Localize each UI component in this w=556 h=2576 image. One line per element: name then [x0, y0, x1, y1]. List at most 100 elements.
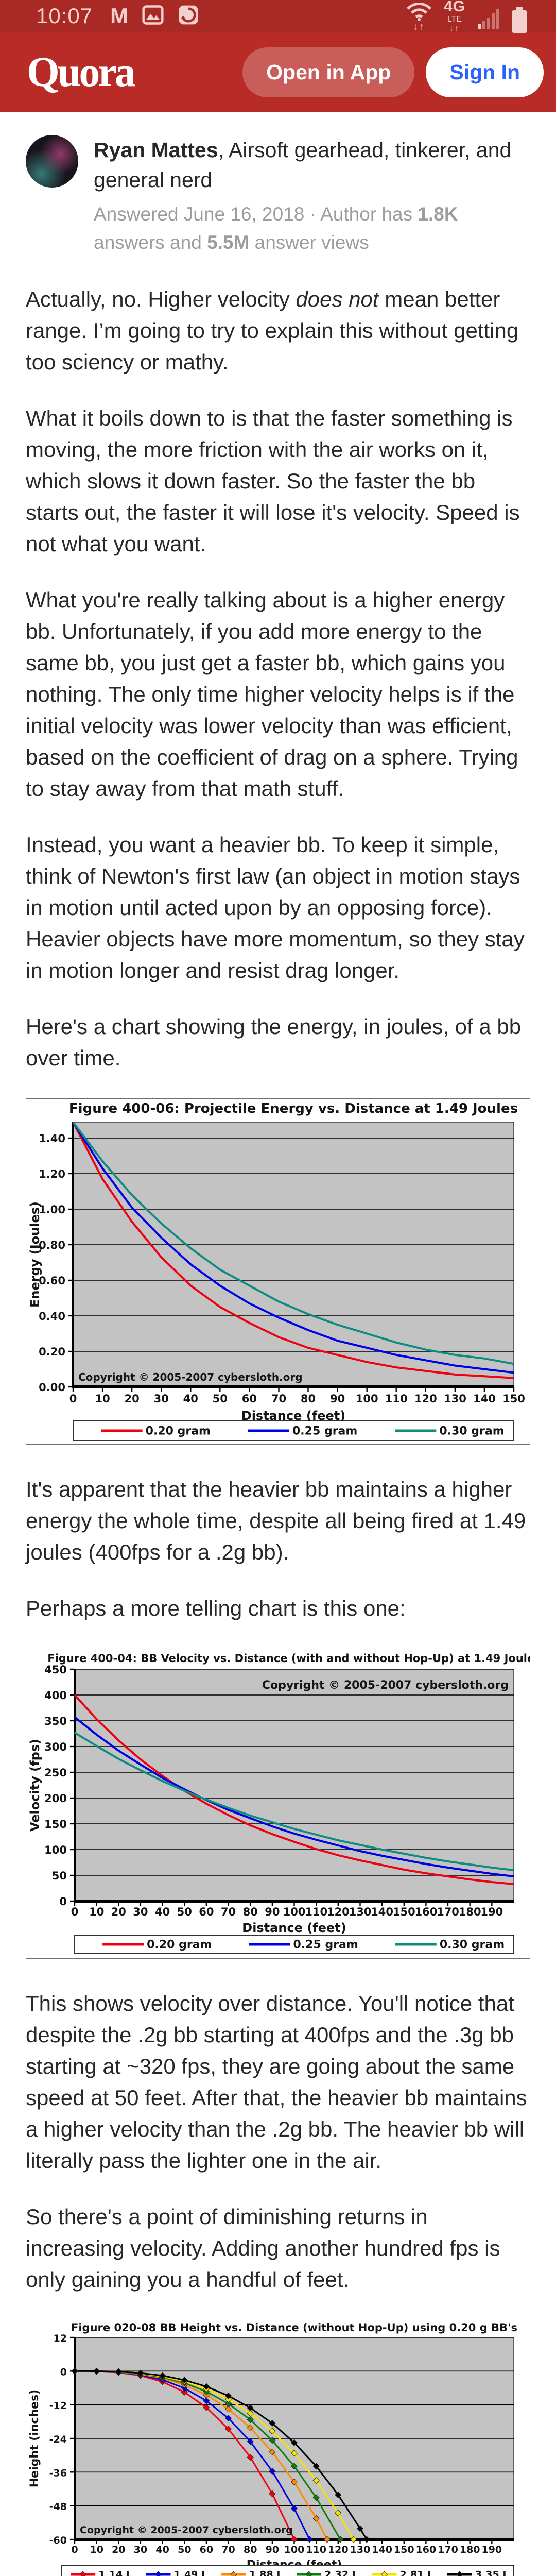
svg-text:0: 0 [70, 1393, 77, 1405]
svg-text:0.30 gram: 0.30 gram [440, 1939, 505, 1952]
svg-text:0.60: 0.60 [39, 1275, 65, 1287]
quora-logo[interactable]: Quora [27, 48, 136, 95]
svg-text:50: 50 [178, 2544, 191, 2555]
answer-1: Ryan Mattes, Airsoft gearhead, tinkerer,… [0, 112, 556, 2576]
svg-text:0.20: 0.20 [39, 1346, 65, 1358]
svg-text:130: 130 [444, 1393, 466, 1405]
svg-text:20: 20 [111, 1906, 126, 1918]
svg-text:1.40: 1.40 [39, 1132, 65, 1145]
author-avatar[interactable] [26, 135, 78, 188]
svg-text:Distance (feet): Distance (feet) [242, 1921, 346, 1935]
svg-text:80: 80 [243, 1906, 258, 1918]
svg-text:190: 190 [480, 1906, 503, 1918]
svg-text:0.25 gram: 0.25 gram [292, 1425, 357, 1438]
paragraph: This shows velocity over distance. You'l… [26, 1991, 527, 2173]
status-bar: 10:07 M ↓↑ 4G LTE ↓↑ [0, 0, 556, 33]
svg-text:1.88 J: 1.88 J [249, 2569, 281, 2576]
paragraph: It's apparent that the heavier bb mainta… [26, 1477, 526, 1564]
svg-text:70: 70 [271, 1393, 286, 1405]
svg-text:30: 30 [134, 2544, 147, 2555]
svg-text:180: 180 [460, 2544, 480, 2555]
svg-text:50: 50 [213, 1393, 228, 1405]
svg-text:-36: -36 [49, 2467, 67, 2479]
svg-text:0.40: 0.40 [39, 1310, 65, 1323]
svg-text:12: 12 [54, 2333, 67, 2344]
svg-text:150: 150 [393, 1906, 415, 1918]
svg-text:140: 140 [371, 1906, 393, 1918]
paragraph: Instead, you want a heavier bb. To keep … [26, 833, 525, 982]
paragraph: What it boils down to is that the faster… [26, 406, 520, 556]
svg-text:10: 10 [89, 1906, 104, 1918]
svg-text:30: 30 [154, 1393, 169, 1405]
svg-text:30: 30 [133, 1906, 148, 1918]
quora-app-header: Quora Open in App Sign In [0, 32, 556, 112]
screenshot-icon [142, 4, 164, 29]
svg-text:0: 0 [71, 2544, 78, 2555]
status-time: 10:07 [36, 4, 93, 28]
svg-text:20: 20 [124, 1393, 139, 1405]
svg-text:120: 120 [327, 1906, 350, 1918]
svg-text:150: 150 [502, 1393, 525, 1405]
author-credential: , Airsoft gearhead, tinkerer, and genera… [94, 138, 512, 192]
paragraph: Perhaps a more telling chart is this one… [26, 1596, 406, 1620]
chart-image-1[interactable]: Figure 400-06: Projectile Energy vs. Dis… [26, 1098, 530, 1445]
sign-in-button[interactable]: Sign In [426, 47, 544, 97]
author-name-line: Ryan Mattes, Airsoft gearhead, tinkerer,… [94, 135, 530, 195]
svg-text:10: 10 [95, 1393, 110, 1405]
svg-text:0.25 gram: 0.25 gram [293, 1939, 358, 1952]
svg-text:400: 400 [44, 1689, 67, 1702]
height-vs-distance-chart: Figure 020-08 BB Height vs. Distance (wi… [26, 2320, 530, 2576]
svg-text:100: 100 [44, 1844, 67, 1856]
chart-image-2[interactable]: Figure 400-04: BB Velocity vs. Distance … [26, 1649, 530, 1959]
svg-text:2.32 J: 2.32 J [324, 2569, 356, 2576]
paragraph: Actually, no. Higher velocity does not m… [26, 287, 519, 374]
svg-text:120: 120 [328, 2544, 349, 2555]
svg-text:-60: -60 [49, 2535, 67, 2546]
svg-text:Figure 400-04: BB Velocity vs: Figure 400-04: BB Velocity vs. Distance … [47, 1652, 530, 1665]
svg-text:0: 0 [71, 1906, 79, 1918]
svg-text:Copyright © 2005-2007 cyberslo: Copyright © 2005-2007 cybersloth.org [262, 1679, 509, 1692]
svg-text:80: 80 [244, 2544, 257, 2555]
svg-text:-12: -12 [49, 2400, 67, 2412]
svg-text:0.80: 0.80 [39, 1239, 65, 1251]
svg-text:Figure 400-06: Projectile Ene: Figure 400-06: Projectile Energy vs. Dis… [69, 1101, 518, 1116]
gmail-icon: M [110, 4, 129, 28]
svg-text:250: 250 [44, 1767, 67, 1779]
svg-text:110: 110 [305, 1906, 327, 1918]
svg-text:40: 40 [183, 1393, 198, 1405]
svg-text:90: 90 [330, 1393, 345, 1405]
data-saver-icon [178, 4, 199, 28]
svg-text:100: 100 [283, 1906, 306, 1918]
svg-text:0: 0 [60, 2366, 67, 2378]
svg-text:150: 150 [44, 1818, 67, 1831]
paragraph: Here's a chart showing the energy, in jo… [26, 1014, 522, 1070]
answer-body: Actually, no. Higher velocity does not m… [26, 283, 530, 2576]
svg-text:0.30 gram: 0.30 gram [439, 1425, 504, 1438]
svg-text:0.20 gram: 0.20 gram [146, 1425, 211, 1438]
svg-text:180: 180 [459, 1906, 481, 1918]
svg-text:60: 60 [200, 2544, 213, 2555]
wifi-icon: ↓↑ [406, 3, 432, 33]
svg-text:110: 110 [306, 2544, 326, 2555]
svg-text:40: 40 [155, 1906, 170, 1918]
svg-text:90: 90 [266, 2544, 279, 2555]
svg-text:140: 140 [372, 2544, 392, 2555]
svg-text:0.20 gram: 0.20 gram [147, 1939, 212, 1952]
svg-text:2.81 J: 2.81 J [400, 2569, 431, 2576]
svg-text:80: 80 [301, 1393, 316, 1405]
svg-text:70: 70 [221, 1906, 236, 1918]
svg-text:-24: -24 [49, 2434, 67, 2445]
battery-icon [512, 7, 527, 33]
svg-text:100: 100 [356, 1393, 378, 1405]
svg-text:300: 300 [44, 1741, 67, 1753]
open-in-app-button[interactable]: Open in App [242, 47, 415, 97]
author-name[interactable]: Ryan Mattes [94, 138, 218, 162]
svg-text:1.14 J: 1.14 J [98, 2569, 130, 2576]
chart-image-3[interactable]: Figure 020-08 BB Height vs. Distance (wi… [26, 2320, 530, 2576]
svg-text:190: 190 [481, 2544, 502, 2555]
energy-vs-distance-chart: Figure 400-06: Projectile Energy vs. Dis… [26, 1098, 530, 1445]
lte-icon: 4G LTE ↓↑ [443, 0, 465, 33]
svg-text:90: 90 [265, 1906, 280, 1918]
svg-text:130: 130 [349, 1906, 372, 1918]
svg-text:60: 60 [242, 1393, 257, 1405]
